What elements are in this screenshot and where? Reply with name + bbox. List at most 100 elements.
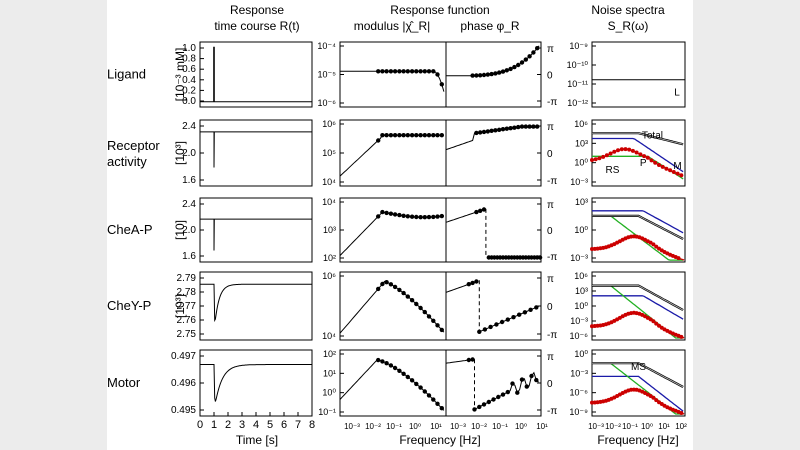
- time-ytick-label: 2.78: [177, 287, 197, 298]
- modulus-ytick-label: 10⁻¹: [318, 407, 336, 417]
- data-point: [478, 73, 483, 78]
- data-point: [597, 156, 602, 161]
- noise-xtick-label: 10²: [675, 422, 687, 431]
- col-title-noise: Noise spectra: [591, 3, 665, 17]
- data-point: [642, 154, 647, 159]
- data-point: [524, 384, 529, 389]
- data-point: [376, 286, 381, 292]
- noise-ytick-label: 10⁻¹¹: [567, 79, 588, 89]
- data-point: [384, 133, 389, 138]
- phase-ytick-label: 0: [547, 226, 553, 237]
- data-point: [651, 242, 656, 247]
- phase-markers: [474, 207, 487, 215]
- data-point: [601, 154, 606, 159]
- data-point: [651, 319, 656, 324]
- time-ytick-label: 0.496: [171, 378, 196, 389]
- data-point: [508, 126, 513, 131]
- data-point: [388, 133, 394, 138]
- col-title-modulus: modulus |χ̂_R|: [354, 19, 431, 33]
- data-point: [401, 133, 406, 138]
- time-axis-label: Time [s]: [236, 433, 278, 447]
- time-xtick-label: 7: [295, 419, 301, 431]
- data-point: [627, 147, 632, 152]
- data-point: [439, 327, 444, 333]
- modulus-ytick-label: 10¹: [323, 368, 336, 378]
- data-point: [649, 158, 654, 163]
- data-point: [422, 215, 427, 220]
- data-point: [676, 256, 681, 261]
- data-point: [489, 71, 494, 77]
- row-label: Ligand: [107, 67, 146, 82]
- freq-axis-label-rf: Frequency [Hz]: [399, 433, 480, 447]
- data-point: [508, 66, 513, 72]
- data-point: [522, 310, 528, 315]
- data-point: [397, 368, 402, 373]
- noise-ytick-label: 10⁻⁶: [570, 388, 589, 398]
- data-point: [612, 149, 617, 154]
- time-ytick-label: 2.4: [182, 121, 196, 132]
- data-point: [426, 133, 432, 138]
- noise-xtick-label: 10⁻²: [605, 422, 621, 431]
- noise-P: [592, 210, 684, 234]
- noise-ytick-label: 10⁰: [574, 158, 588, 168]
- data-point: [439, 213, 444, 219]
- time-ytick-label: 2.75: [177, 329, 197, 340]
- data-point: [497, 127, 502, 132]
- data-point: [409, 133, 415, 138]
- data-point: [474, 279, 479, 284]
- data-point: [671, 170, 676, 174]
- data-point: [485, 72, 490, 77]
- data-point: [505, 317, 510, 322]
- data-point: [431, 69, 436, 74]
- data-point: [590, 158, 594, 162]
- data-point: [493, 128, 498, 133]
- row-unit: [10⁻³ mM]: [173, 48, 187, 102]
- noise-ytick-label: 10⁰: [574, 301, 588, 311]
- time-ytick-label: 1.6: [182, 251, 196, 262]
- noise-ytick-label: 10⁰: [574, 225, 588, 235]
- phase-ytick-label: π: [547, 44, 554, 55]
- data-point: [527, 54, 532, 59]
- col-title-time: Response: [230, 3, 284, 17]
- data-point: [512, 125, 517, 130]
- data-point: [405, 374, 410, 380]
- data-point: [474, 130, 479, 136]
- data-point: [515, 390, 520, 395]
- data-point: [496, 394, 501, 400]
- time-ytick-label: 2.76: [177, 315, 197, 326]
- time-axes-box: [199, 349, 313, 417]
- row-unit: [10³]: [173, 294, 187, 318]
- row-label: CheY-P: [107, 298, 151, 313]
- data-point: [519, 60, 525, 65]
- data-point: [653, 160, 658, 165]
- data-point: [392, 212, 398, 217]
- data-point: [523, 57, 528, 62]
- freq-xtick-label: 10⁻²: [365, 422, 381, 431]
- freq-xtick-label: 10⁻²: [471, 422, 487, 431]
- noise-RS-markers: [590, 147, 684, 178]
- noise-label-P: P: [640, 158, 647, 169]
- modulus-ytick-label: 10⁵: [322, 148, 336, 158]
- time-xtick-label: 0: [197, 419, 203, 431]
- data-point: [431, 214, 436, 220]
- phase-markers: [466, 357, 475, 363]
- data-point: [608, 151, 613, 156]
- time-axes-box: [199, 41, 313, 108]
- noise-ytick-label: 10⁻³: [570, 316, 588, 326]
- data-point: [409, 378, 415, 383]
- freq-xtick-label: 10⁻¹: [386, 422, 402, 431]
- modulus-curve: [340, 70, 445, 92]
- data-point: [414, 214, 419, 220]
- time-ytick-label: 0.497: [171, 351, 196, 362]
- modulus-curve: [339, 359, 445, 411]
- data-point: [477, 404, 482, 410]
- noise-ytick-label: 10⁻³: [570, 177, 588, 187]
- data-point: [478, 208, 483, 213]
- data-point: [414, 69, 419, 74]
- data-point: [439, 133, 444, 138]
- data-point: [388, 211, 394, 216]
- noise-xtick-label: 10⁰: [641, 422, 653, 431]
- data-point: [528, 307, 533, 312]
- modulus-ytick-label: 10²: [323, 253, 336, 263]
